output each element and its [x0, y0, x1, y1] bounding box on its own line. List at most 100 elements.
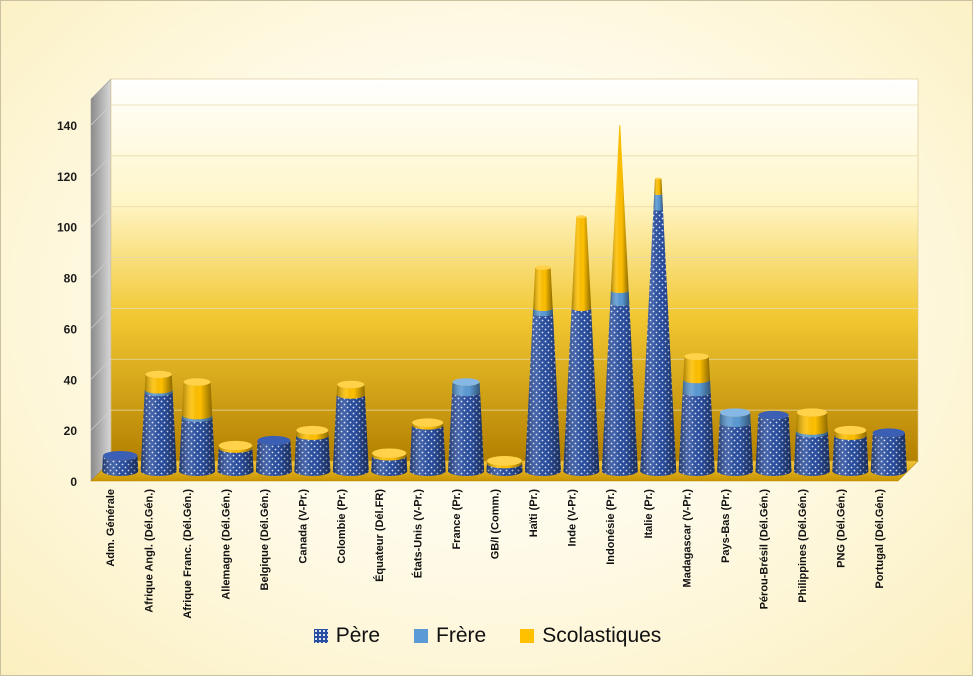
bar-top-cap — [873, 428, 905, 437]
bar-stack — [679, 353, 715, 476]
bar-stack — [294, 426, 330, 476]
bar-shading — [653, 194, 663, 211]
bar-top-cap — [184, 378, 211, 386]
bar-shading — [794, 433, 830, 476]
x-tick-label: Belgique (Dél.Gén.) — [259, 489, 271, 591]
legend-item-frere: Frère — [414, 624, 486, 648]
bar-top-cap — [296, 426, 328, 435]
bar-stack — [487, 456, 523, 476]
bar-top-cap — [219, 441, 252, 450]
bar-top-cap — [535, 265, 550, 269]
bar-stack — [256, 436, 292, 476]
y-tick-label: 60 — [64, 322, 78, 336]
bar-shading — [717, 423, 753, 476]
bar-top-cap — [103, 451, 137, 461]
bar-shading — [256, 440, 292, 476]
bar-shading — [679, 392, 715, 476]
x-tick-label: Philippines (Dél.Gén.) — [797, 489, 809, 603]
bar-shading — [448, 392, 484, 476]
bar-top-cap — [487, 456, 522, 466]
x-tick-label: Canada (V-Pr.) — [297, 489, 309, 564]
y-tick-label: 120 — [57, 170, 77, 184]
x-tick-label: Italie (Pr.) — [643, 489, 655, 539]
bar-shading — [410, 425, 446, 476]
x-axis-labels: Adm. Générale Afrique Angl. (Dél.Gén.) Afr… — [105, 489, 886, 619]
x-tick-label: Équateur (Dél.FR) — [373, 489, 386, 582]
x-tick-label: Afrique Angl. (Dél.Gén.) — [144, 489, 156, 613]
side-wall — [91, 79, 111, 481]
bar-top-cap — [412, 418, 443, 427]
legend: Père Frère Scolastiques — [1, 621, 973, 651]
bar-top-cap — [372, 448, 406, 458]
bar-shading — [832, 435, 868, 476]
bar-shading — [141, 392, 177, 476]
x-tick-label: Indonésie (Pr.) — [605, 489, 617, 565]
x-tick-label: PNG (Dél.Gén.) — [835, 489, 847, 568]
bar-shading — [294, 435, 330, 476]
bar-top-cap — [337, 381, 364, 389]
x-tick-label: Pays-Bas (Pr.) — [720, 489, 732, 563]
legend-swatch-scolastiques — [520, 629, 534, 643]
x-tick-label: Madagascar (V-Pr.) — [682, 489, 694, 588]
bar-stack — [756, 411, 792, 476]
bar-stack — [179, 378, 215, 476]
x-tick-label: États-Unis (V-Pr.) — [412, 489, 425, 579]
bar-stack — [410, 418, 446, 476]
legend-label-frere: Frère — [436, 624, 486, 648]
bar-top-cap — [758, 411, 788, 419]
x-tick-label: Portugal (Dél.Gén.) — [874, 489, 886, 589]
x-tick-label: Allemagne (Dél.Gén.) — [221, 489, 233, 600]
x-tick-label: Inde (V-Pr.) — [566, 489, 578, 547]
x-tick-label: Afrique Franc. (Dél.Gén.) — [182, 489, 194, 619]
y-tick-label: 40 — [64, 373, 78, 387]
bar-top-cap — [834, 426, 866, 435]
bar-shading — [182, 382, 212, 419]
legend-item-scolastiques: Scolastiques — [520, 624, 661, 648]
bar-shading — [871, 433, 907, 476]
legend-swatch-pere — [314, 629, 328, 643]
bar-stack — [333, 381, 369, 476]
bar-shading — [179, 418, 215, 476]
x-tick-label: Adm. Générale — [105, 489, 117, 567]
bar-shading — [333, 395, 369, 476]
bar-stack — [218, 441, 254, 476]
legend-swatch-frere — [414, 629, 428, 643]
bar-top-cap — [257, 436, 290, 445]
legend-label-pere: Père — [336, 624, 380, 648]
bar-top-cap — [576, 215, 586, 218]
bar-shading — [756, 415, 792, 476]
bar-top-cap — [146, 371, 172, 378]
legend-label-scolastiques: Scolastiques — [542, 624, 661, 648]
bar-top-cap — [655, 178, 661, 180]
back-wall — [111, 79, 918, 461]
bar-stack — [871, 428, 907, 476]
y-axis-ticks: 0 20 40 60 80 100 120 140 — [57, 119, 77, 489]
y-tick-label: 80 — [64, 272, 78, 286]
bar-top-cap — [720, 408, 750, 416]
plot-walls — [91, 79, 918, 481]
bar-top-cap — [797, 408, 827, 416]
x-tick-label: Pérou-Brésil (Dél.Gén.) — [759, 489, 771, 610]
bar-stack — [141, 371, 177, 476]
legend-item-pere: Père — [314, 624, 380, 648]
x-tick-label: France (Pr.) — [451, 489, 463, 550]
bar-stack — [371, 448, 407, 476]
x-tick-label: Colombie (Pr.) — [336, 489, 348, 564]
x-tick-label: GB/I (Comm.) — [490, 489, 502, 560]
x-tick-label: Haïti (Pr.) — [528, 489, 540, 538]
bar-shading — [683, 357, 710, 384]
y-tick-label: 140 — [57, 119, 77, 133]
bar-top-cap — [453, 378, 480, 386]
bar-shading — [654, 179, 662, 195]
y-tick-label: 0 — [70, 475, 77, 489]
y-tick-label: 100 — [57, 221, 77, 235]
bar-stack — [832, 426, 868, 476]
bar-stack — [102, 451, 138, 476]
bar-stack — [717, 408, 753, 476]
bar-stack — [448, 378, 484, 476]
bar-shading — [533, 268, 553, 311]
y-tick-label: 20 — [64, 424, 78, 438]
bar-top-cap — [684, 353, 708, 360]
